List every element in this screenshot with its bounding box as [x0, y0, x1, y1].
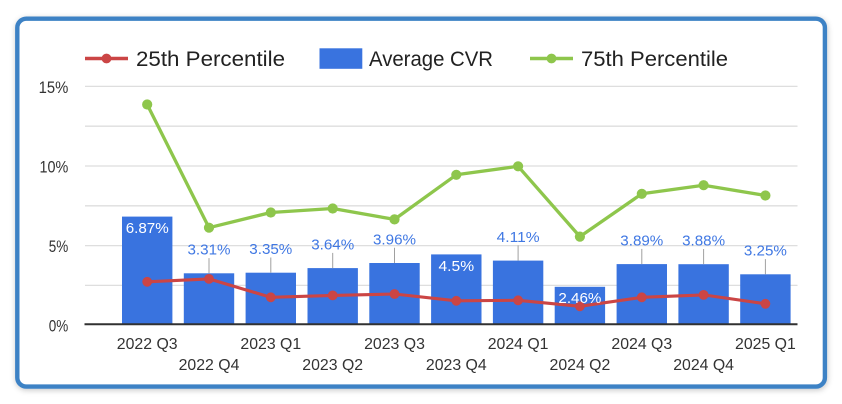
svg-text:25th Percentile: 25th Percentile — [136, 48, 285, 71]
svg-text:75th Percentile: 75th Percentile — [581, 48, 728, 71]
svg-text:3.64%: 3.64% — [311, 237, 354, 254]
svg-text:2023 Q2: 2023 Q2 — [302, 357, 363, 374]
svg-text:3.96%: 3.96% — [373, 231, 416, 248]
svg-text:2023 Q4: 2023 Q4 — [426, 357, 487, 374]
svg-text:3.25%: 3.25% — [744, 243, 787, 260]
svg-text:4.11%: 4.11% — [497, 229, 540, 246]
svg-text:15%: 15% — [39, 79, 69, 97]
svg-text:2.46%: 2.46% — [558, 290, 601, 307]
svg-text:2023 Q3: 2023 Q3 — [364, 336, 425, 353]
svg-text:4.5%: 4.5% — [439, 258, 475, 275]
svg-text:2023 Q1: 2023 Q1 — [240, 336, 301, 353]
svg-text:5%: 5% — [49, 238, 69, 256]
svg-text:2024 Q3: 2024 Q3 — [611, 336, 672, 353]
svg-text:2024 Q2: 2024 Q2 — [550, 357, 611, 374]
svg-text:2025 Q1: 2025 Q1 — [735, 336, 796, 353]
svg-text:2022 Q4: 2022 Q4 — [179, 357, 240, 374]
svg-text:2022 Q3: 2022 Q3 — [117, 336, 178, 353]
svg-text:6.87%: 6.87% — [126, 220, 169, 237]
svg-text:2024 Q4: 2024 Q4 — [673, 357, 734, 374]
svg-text:10%: 10% — [40, 158, 69, 176]
svg-text:3.35%: 3.35% — [249, 241, 292, 258]
svg-text:3.89%: 3.89% — [620, 233, 663, 250]
svg-text:0%: 0% — [49, 318, 69, 336]
svg-text:3.31%: 3.31% — [188, 242, 231, 259]
svg-text:2024 Q1: 2024 Q1 — [488, 336, 549, 353]
svg-text:3.88%: 3.88% — [682, 233, 725, 250]
svg-text:Average CVR: Average CVR — [369, 48, 493, 71]
